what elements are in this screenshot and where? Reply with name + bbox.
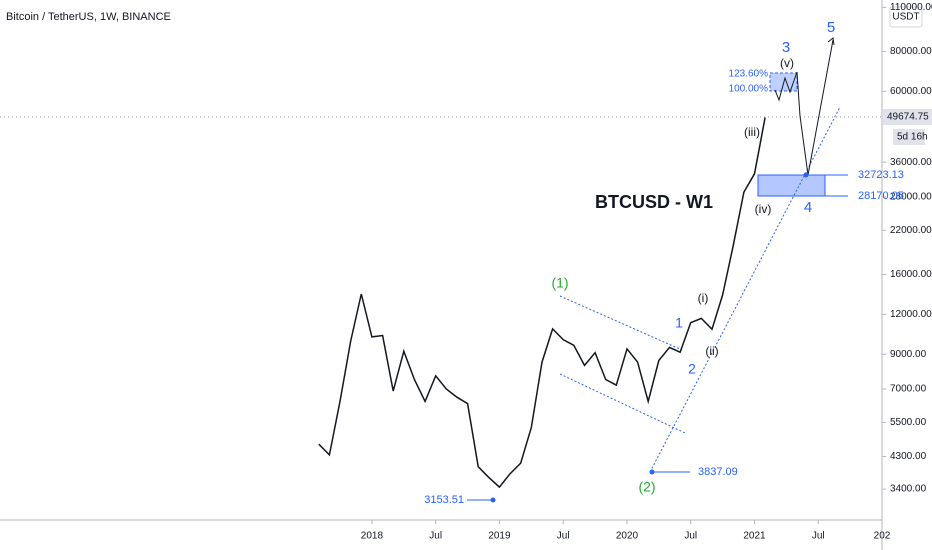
annotation: 2 <box>688 361 696 377</box>
chart-heading: BTCUSD - W1 <box>595 192 713 212</box>
last-price-box <box>883 109 932 125</box>
annotation: (v) <box>780 56 794 70</box>
channel-line <box>559 373 686 434</box>
annotation: 3 <box>782 39 790 56</box>
x-tick-label: 2021 <box>743 531 766 542</box>
annotation: (2) <box>638 479 655 495</box>
annotation: 123.60% <box>729 69 769 80</box>
y-tick-label: 110000.00 <box>890 2 932 13</box>
last-price: 49674.75 <box>887 112 929 123</box>
annotation: 28170.05 <box>858 190 904 202</box>
y-tick-label: 5500.00 <box>890 417 927 428</box>
price-line <box>318 117 766 489</box>
annotation: 3837.09 <box>698 466 738 478</box>
x-tick-label: Jul <box>557 531 570 542</box>
target-box <box>757 174 826 197</box>
y-tick-label: 3400.00 <box>890 484 927 495</box>
x-tick-label: 2019 <box>488 531 511 542</box>
currency-box <box>889 6 923 28</box>
annotation: (1) <box>551 275 568 291</box>
y-tick-label: 36000.00 <box>890 157 932 168</box>
annotation: 3153.51 <box>424 494 464 506</box>
annotation: 1 <box>675 315 683 331</box>
x-tick-label: 2018 <box>361 531 384 542</box>
y-tick-label: 12000.00 <box>890 309 932 320</box>
level-dot <box>490 497 496 503</box>
annotation: (i) <box>698 291 709 305</box>
trend-line <box>649 106 841 473</box>
annotation: 5 <box>827 19 835 36</box>
currency: USDT <box>892 12 919 23</box>
projection-path <box>774 39 834 176</box>
annotation: (ii) <box>705 344 718 358</box>
countdown: 5d 16h <box>897 132 928 143</box>
y-tick-label: 80000.00 <box>890 46 932 57</box>
channel-line <box>559 295 683 351</box>
annotation: 4 <box>804 199 812 216</box>
x-tick-label: Jul <box>429 531 442 542</box>
level-dot <box>803 172 809 178</box>
y-tick-label: 4300.00 <box>890 451 927 462</box>
level-dot <box>649 469 655 475</box>
x-tick-label: Jul <box>684 531 697 542</box>
x-tick-label: 202 <box>874 531 891 542</box>
annotation: (iii) <box>744 125 760 139</box>
arrow-head <box>827 37 835 46</box>
x-tick-label: 2020 <box>616 531 639 542</box>
chart-title: Bitcoin / TetherUS, 1W, BINANCE <box>6 11 171 23</box>
y-tick-label: 22000.00 <box>890 225 932 236</box>
countdown-box <box>893 129 925 145</box>
annotation: 32723.13 <box>858 169 904 181</box>
y-tick-label: 60000.00 <box>890 86 932 97</box>
y-tick-label: 9000.00 <box>890 349 927 360</box>
annotation: (iv) <box>755 202 772 216</box>
x-tick-label: Jul <box>812 531 825 542</box>
y-tick-label: 28000.00 <box>890 192 932 203</box>
y-tick-label: 7000.00 <box>890 384 927 395</box>
y-tick-label: 16000.00 <box>890 269 932 280</box>
annotation: 100.00% <box>729 84 769 95</box>
